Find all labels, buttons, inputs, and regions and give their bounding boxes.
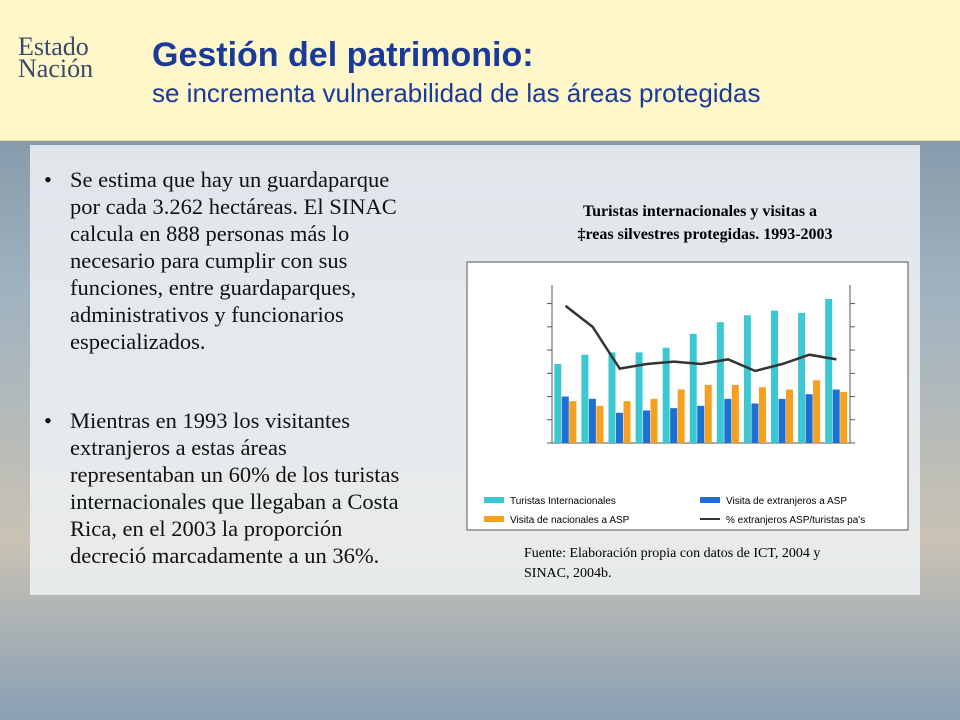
bar bbox=[778, 398, 786, 443]
bullet-dot: • bbox=[44, 408, 52, 433]
bar bbox=[786, 389, 794, 443]
bar bbox=[832, 389, 840, 443]
bar bbox=[650, 398, 658, 443]
bar bbox=[635, 352, 643, 443]
bar bbox=[743, 315, 751, 443]
bullet-line: Se estima que hay un guardaparque bbox=[70, 167, 390, 192]
bar bbox=[840, 391, 848, 443]
header: Estado Nación Gestión del patrimonio: se … bbox=[0, 0, 960, 141]
bullet-line: decreció marcadamente a un 36%. bbox=[70, 543, 380, 568]
bar bbox=[798, 312, 806, 443]
bar bbox=[697, 405, 705, 443]
bar bbox=[615, 412, 623, 443]
bullet-line: Rica, en el 2003 la proporción bbox=[70, 516, 343, 541]
subtitle: se incrementa vulnerabilidad de las área… bbox=[152, 78, 761, 108]
bullet-line: extranjeros a estas áreas bbox=[70, 435, 287, 460]
legend-swatch bbox=[484, 516, 504, 522]
source-note: Fuente: Elaboración propia con datos de … bbox=[524, 546, 820, 561]
bar bbox=[731, 384, 739, 443]
chart-title: Turistas internacionales y visitas a bbox=[583, 203, 817, 220]
bullet: • Mientras en 1993 los visitantes extranje… bbox=[44, 407, 399, 569]
bar bbox=[643, 410, 651, 443]
logo-line: Nación bbox=[18, 54, 94, 83]
bullet-line: internacionales que llegaban a Costa bbox=[70, 489, 399, 514]
bullet-line: Mientras en 1993 los visitantes bbox=[70, 408, 350, 433]
bar bbox=[825, 298, 833, 443]
bullet-dot: • bbox=[44, 167, 52, 192]
bar bbox=[554, 364, 562, 443]
bar bbox=[569, 401, 577, 443]
bar bbox=[689, 333, 697, 443]
bullet: • Se estima que hay un guardaparque por ca… bbox=[44, 166, 397, 355]
legend-swatch bbox=[700, 497, 720, 503]
bar bbox=[596, 405, 604, 443]
bar bbox=[751, 403, 759, 443]
bar bbox=[724, 398, 732, 443]
bar bbox=[662, 347, 670, 443]
bar bbox=[608, 352, 616, 443]
bullet-line: funciones, entre guardaparques, bbox=[70, 275, 357, 300]
legend-label: Visita de nacionales a ASP bbox=[510, 515, 630, 526]
legend-label: % extranjeros ASP/turistas pa's bbox=[726, 515, 865, 526]
source-note: SINAC, 2004b. bbox=[524, 566, 612, 581]
legend-swatch bbox=[484, 497, 504, 503]
bar bbox=[805, 394, 813, 443]
logo-line: Estado bbox=[18, 32, 89, 61]
bullet-line: representaban un 60% de los turistas bbox=[70, 462, 400, 487]
legend-label: Turistas Internacionales bbox=[510, 496, 616, 507]
bar bbox=[623, 401, 631, 443]
legend-label: Visita de extranjeros a ASP bbox=[726, 496, 847, 507]
bar bbox=[758, 387, 766, 443]
bullet-line: administrativos y funcionarios bbox=[70, 302, 344, 327]
logo: Estado Nación bbox=[18, 32, 94, 83]
bullet-line: necesario para cumplir con sus bbox=[70, 248, 348, 273]
bar bbox=[581, 354, 589, 443]
bullet-line: especializados. bbox=[70, 329, 206, 354]
bar bbox=[813, 380, 821, 443]
bar bbox=[716, 322, 724, 443]
bullet-line: por cada 3.262 hectáreas. El SINAC bbox=[70, 194, 397, 219]
bar bbox=[677, 389, 685, 443]
line bbox=[564, 304, 837, 373]
bar bbox=[670, 408, 678, 443]
title: Gestión del patrimonio: bbox=[152, 36, 534, 74]
bullet-line: calcula en 888 personas más lo bbox=[70, 221, 350, 246]
bar bbox=[704, 384, 712, 443]
bar bbox=[588, 398, 596, 443]
bar bbox=[771, 310, 779, 443]
chart-title: ‡reas silvestres protegidas. 1993-2003 bbox=[577, 226, 832, 243]
bar bbox=[561, 396, 569, 443]
